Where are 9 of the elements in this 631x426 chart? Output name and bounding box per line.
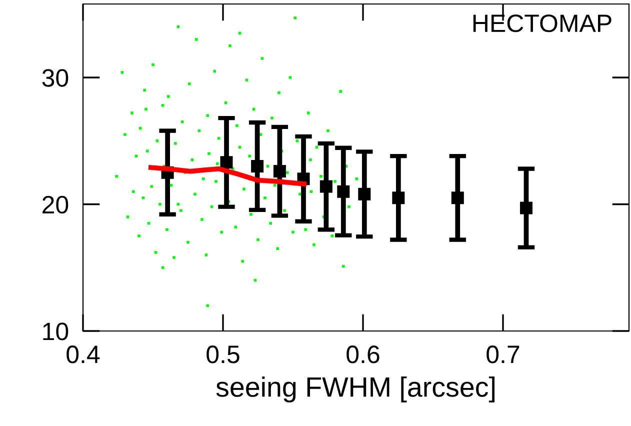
y-tick-label: 30 — [42, 69, 68, 87]
x-tick-label: 0.4 — [66, 346, 100, 364]
x-tick-label: 0.6 — [346, 346, 380, 364]
x-tick-label: 0.5 — [206, 346, 240, 364]
y-tick-label: 10 — [43, 322, 68, 340]
y-tick-label: 20 — [42, 196, 68, 214]
x-axis-title: seeing FWHM [arcsec] — [216, 376, 494, 402]
annotation: HECTOMAP — [473, 14, 612, 32]
x-tick-label: 0.7 — [486, 346, 520, 364]
